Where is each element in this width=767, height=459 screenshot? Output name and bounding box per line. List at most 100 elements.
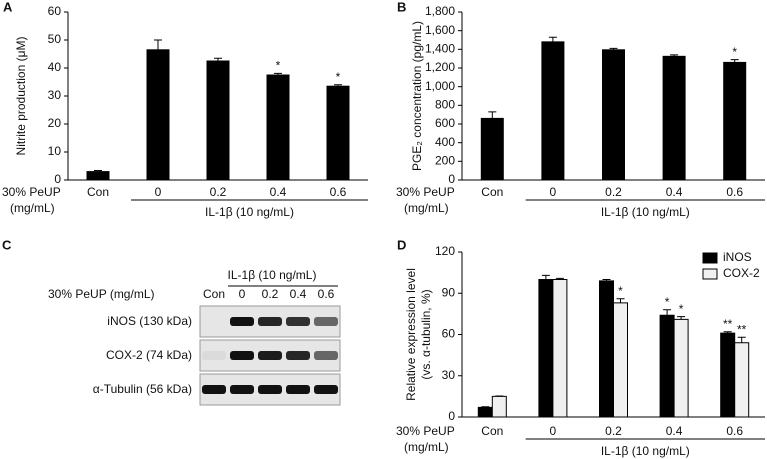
significance: * [618, 284, 623, 298]
y-tick-label: 60 [442, 327, 456, 341]
y-tick-label: 10 [48, 144, 62, 158]
significance: ** [737, 322, 747, 336]
band [258, 317, 282, 326]
bar [662, 55, 686, 181]
y-tick-label: 1,600 [425, 23, 455, 37]
x-tick-label: 0.6 [726, 424, 743, 438]
group-label: IL-1β (10 ng/mL) [205, 205, 294, 219]
bar [541, 41, 565, 181]
legend-swatch [702, 268, 718, 280]
x-tick-label: 0.6 [330, 185, 347, 199]
y-tick-label: 1,000 [425, 79, 455, 93]
x-tick-label: Con [87, 185, 109, 199]
group-label: IL-1β (10 ng/mL) [601, 444, 690, 458]
y-axis-label: (vs. α-tubulin, %) [419, 289, 433, 379]
lane-label: Con [203, 287, 225, 301]
band [202, 351, 226, 360]
legend-swatch [702, 252, 718, 264]
x-tick-label: Con [481, 424, 503, 438]
error-bar [663, 309, 672, 316]
error-bar [541, 274, 550, 280]
y-tick-label: 1,200 [425, 60, 455, 74]
y-tick-label: 1,400 [425, 42, 455, 56]
band [314, 351, 338, 360]
x-tick-label: 0.2 [605, 185, 622, 199]
bar [659, 314, 675, 418]
treatment-label: IL-1β (10 ng/mL) [228, 268, 317, 282]
bar [602, 49, 625, 181]
row-label: 30% PeUP [396, 185, 455, 199]
y-axis-label: Nitrite production (μM) [14, 37, 28, 156]
y-tick-label: 30 [442, 368, 456, 382]
bar [538, 279, 554, 418]
legend-label: COX-2 [723, 266, 760, 280]
y-tick-label: 400 [435, 135, 455, 149]
x-tick-label: 0.6 [726, 185, 743, 199]
bar [480, 117, 504, 181]
band [286, 351, 310, 360]
y-tick-label: 0 [54, 172, 61, 186]
bar [723, 61, 747, 181]
bar [326, 85, 350, 181]
row-label: (mg/mL) [404, 440, 449, 454]
panel-letter: D [397, 237, 406, 252]
bar [477, 406, 493, 418]
bar [491, 395, 507, 418]
panel-letter: A [3, 0, 13, 14]
error-bar [548, 36, 557, 42]
band [230, 317, 254, 326]
bar [613, 302, 628, 418]
error-bar [737, 336, 746, 343]
bar [734, 342, 750, 418]
band [286, 385, 310, 394]
significance: * [336, 70, 341, 84]
y-tick-label: 120 [435, 244, 455, 258]
bar [146, 49, 170, 181]
y-axis-label: Relative expression level [404, 268, 418, 401]
legend-label: iNOS [723, 250, 752, 264]
significance: * [665, 295, 670, 309]
x-tick-label: 0 [155, 185, 162, 199]
band [202, 385, 226, 394]
band [286, 317, 310, 326]
error-bar [616, 298, 625, 303]
significance: * [276, 58, 281, 72]
band [230, 385, 254, 394]
bar [206, 60, 230, 181]
band-label: α-Tubulin (56 kDa) [93, 382, 192, 396]
y-tick-label: 90 [442, 285, 456, 299]
y-tick-label: 20 [48, 116, 62, 130]
significance: * [732, 45, 737, 59]
lane-label: 0 [239, 287, 246, 301]
error-bar [154, 39, 162, 50]
row-label: 30% PeUP (mg/mL) [48, 287, 154, 301]
x-tick-label: 0.2 [210, 185, 227, 199]
y-axis-label: PGE₂ concentration (pg/mL) [410, 21, 424, 171]
y-tick-label: 40 [48, 60, 62, 74]
significance: ** [723, 317, 733, 331]
x-tick-label: 0.2 [605, 424, 622, 438]
x-tick-label: Con [481, 185, 503, 199]
bar [673, 318, 689, 418]
row-label: 30% PeUP [2, 185, 61, 199]
band [230, 351, 254, 360]
y-tick-label: 0 [448, 409, 455, 423]
x-tick-label: 0 [550, 424, 557, 438]
lane-label: 0.4 [290, 287, 307, 301]
bar [266, 74, 290, 181]
row-label: 30% PeUP [396, 424, 455, 438]
x-tick-label: 0.4 [666, 185, 683, 199]
y-tick-label: 50 [48, 32, 62, 46]
lane-label: 0.6 [318, 287, 335, 301]
y-tick-label: 800 [435, 98, 455, 112]
y-tick-label: 200 [435, 154, 455, 168]
bar [86, 171, 110, 181]
x-tick-label: 0.4 [666, 424, 683, 438]
bar [720, 332, 736, 418]
x-tick-label: 0 [550, 185, 557, 199]
significance: * [679, 302, 684, 316]
y-tick-label: 60 [48, 4, 62, 18]
y-tick-label: 30 [48, 88, 62, 102]
bar [552, 279, 568, 418]
